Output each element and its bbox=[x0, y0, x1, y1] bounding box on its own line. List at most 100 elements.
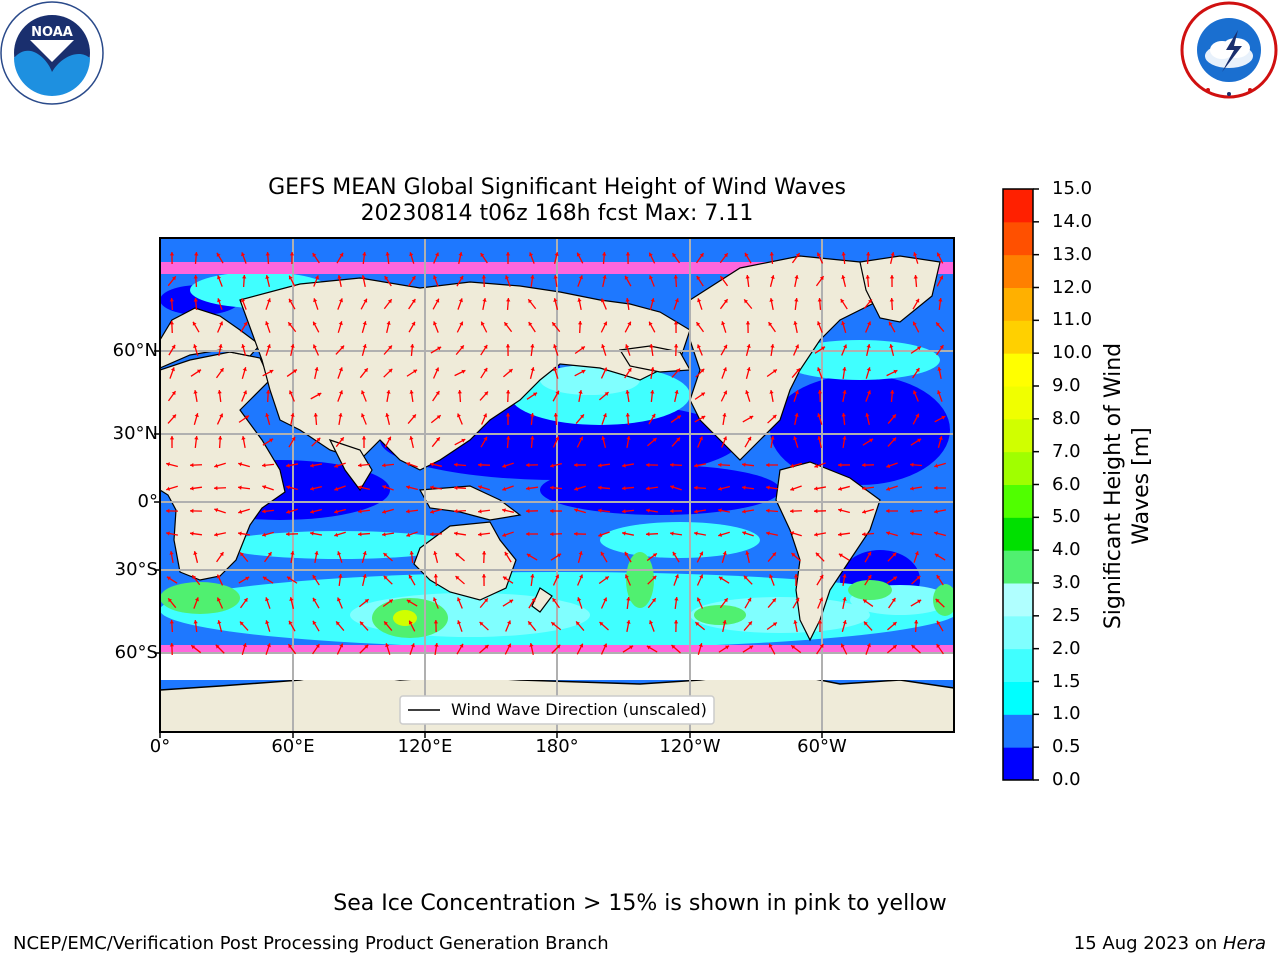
wave-direction-arrow bbox=[214, 462, 226, 468]
wave-direction-arrow bbox=[289, 390, 295, 402]
wave-direction-arrow bbox=[288, 298, 296, 310]
wave-direction-arrow bbox=[193, 389, 198, 403]
wave-direction-arrow bbox=[935, 321, 945, 333]
lat-tick-0: 0° bbox=[137, 491, 158, 512]
wave-direction-arrow bbox=[502, 531, 514, 537]
wave-direction-arrow bbox=[717, 462, 731, 467]
wave-direction-arrow bbox=[481, 573, 487, 587]
wave-direction-arrow bbox=[669, 531, 683, 536]
wave-direction-arrow bbox=[602, 274, 607, 288]
wave-direction-arrow bbox=[169, 297, 174, 311]
wave-direction-arrow bbox=[433, 597, 439, 609]
wave-direction-arrow bbox=[599, 391, 609, 401]
wave-direction-arrow bbox=[647, 437, 657, 447]
wave-direction-arrow bbox=[242, 274, 247, 288]
wave-direction-arrow bbox=[312, 643, 320, 655]
wave-direction-arrow bbox=[888, 597, 896, 609]
lon-tick-120e: 120°E bbox=[397, 736, 453, 757]
wave-direction-arrow bbox=[406, 599, 418, 607]
wave-direction-arrow bbox=[576, 436, 584, 448]
wave-direction-arrow bbox=[889, 274, 895, 288]
wave-direction-arrow bbox=[625, 412, 630, 426]
wave-direction-arrow bbox=[794, 297, 799, 311]
wave-direction-arrow bbox=[914, 619, 919, 633]
colorbar-segment bbox=[1003, 353, 1033, 387]
wave-direction-arrow bbox=[457, 298, 463, 310]
wave-direction-arrow bbox=[406, 462, 418, 468]
wave-direction-arrow bbox=[383, 552, 393, 562]
wave-direction-arrow bbox=[361, 390, 367, 402]
wave-direction-arrow bbox=[479, 391, 489, 401]
wave-direction-arrow bbox=[549, 508, 563, 514]
wave-direction-arrow bbox=[362, 251, 367, 265]
wave-direction-arrow bbox=[479, 597, 489, 609]
wave-direction-arrow bbox=[506, 435, 511, 449]
wave-direction-arrow bbox=[335, 345, 345, 355]
wave-direction-arrow bbox=[337, 551, 343, 563]
wave-direction-arrow bbox=[525, 508, 539, 514]
wind-wave-direction-arrows bbox=[165, 251, 947, 656]
colorbar-segment bbox=[1003, 221, 1033, 256]
wave-direction-arrow bbox=[696, 551, 704, 563]
wave-direction-arrow bbox=[575, 621, 585, 631]
wave-direction-arrow bbox=[265, 298, 271, 310]
wave-direction-arrow bbox=[913, 252, 919, 264]
wave-direction-arrow bbox=[506, 297, 511, 311]
wave-direction-arrow bbox=[361, 344, 367, 356]
colorbar-tick-label: 5.0 bbox=[1052, 506, 1081, 528]
wave-direction-arrow bbox=[290, 412, 295, 426]
wave-direction-arrow bbox=[693, 531, 707, 536]
wave-direction-arrow bbox=[337, 321, 343, 333]
wave-direction-arrow bbox=[649, 298, 655, 310]
wave-direction-arrow bbox=[168, 344, 176, 356]
wave-direction-arrow bbox=[289, 251, 295, 265]
wave-direction-arrow bbox=[334, 462, 346, 468]
wave-direction-arrow bbox=[357, 509, 371, 514]
wave-direction-arrow bbox=[215, 644, 225, 654]
wave-direction-arrow bbox=[842, 389, 847, 403]
colorbar-tick-label: 2.5 bbox=[1052, 604, 1081, 626]
wave-direction-arrow bbox=[193, 344, 199, 356]
wave-direction-arrow bbox=[841, 620, 847, 632]
wave-direction-arrow bbox=[865, 413, 870, 425]
colorbar-segment bbox=[1003, 747, 1033, 781]
wave-direction-arrow bbox=[815, 552, 825, 562]
wave-direction-arrow bbox=[165, 531, 179, 536]
wave-direction-arrow bbox=[194, 435, 199, 449]
wave-direction-arrow bbox=[912, 298, 920, 310]
map-title: GEFS MEAN Global Significant Height of W… bbox=[268, 175, 846, 200]
wave-direction-arrow bbox=[553, 298, 559, 310]
wave-direction-arrow bbox=[794, 412, 799, 426]
wave-direction-arrow bbox=[625, 344, 631, 356]
wave-direction-arrow bbox=[551, 644, 561, 654]
wave-direction-arrow bbox=[553, 367, 559, 379]
wave-direction-arrow bbox=[793, 619, 798, 633]
wave-direction-arrow bbox=[337, 367, 343, 379]
wave-direction-arrow bbox=[193, 297, 198, 311]
wave-direction-arrow bbox=[335, 436, 345, 448]
wave-direction-arrow bbox=[238, 415, 250, 423]
wave-direction-arrow bbox=[768, 321, 776, 333]
wave-direction-arrow bbox=[913, 551, 919, 563]
wave-direction-arrow bbox=[669, 508, 683, 514]
wave-direction-arrow bbox=[169, 251, 175, 265]
wave-direction-arrow bbox=[502, 576, 514, 584]
wave-direction-arrow bbox=[504, 643, 512, 655]
colorbar-tick-label: 4.0 bbox=[1052, 539, 1081, 561]
wave-direction-arrow bbox=[862, 438, 874, 446]
wave-direction-arrow bbox=[842, 596, 847, 610]
wave-direction-arrow bbox=[455, 575, 465, 585]
wave-direction-arrow bbox=[621, 531, 635, 536]
wave-direction-arrow bbox=[478, 485, 490, 491]
wave-direction-arrow bbox=[553, 252, 559, 264]
wave-direction-arrow bbox=[647, 597, 657, 609]
wave-direction-arrow bbox=[383, 620, 393, 632]
colorbar-segment bbox=[1003, 320, 1033, 354]
wave-direction-arrow bbox=[694, 392, 706, 400]
wave-direction-arrow bbox=[286, 508, 298, 514]
wave-direction-arrow bbox=[793, 573, 799, 587]
wave-direction-arrow bbox=[361, 274, 366, 288]
wave-direction-arrow bbox=[814, 462, 826, 468]
lat-tick-60n: 60°N bbox=[112, 340, 158, 361]
wave-direction-arrow bbox=[218, 343, 223, 357]
